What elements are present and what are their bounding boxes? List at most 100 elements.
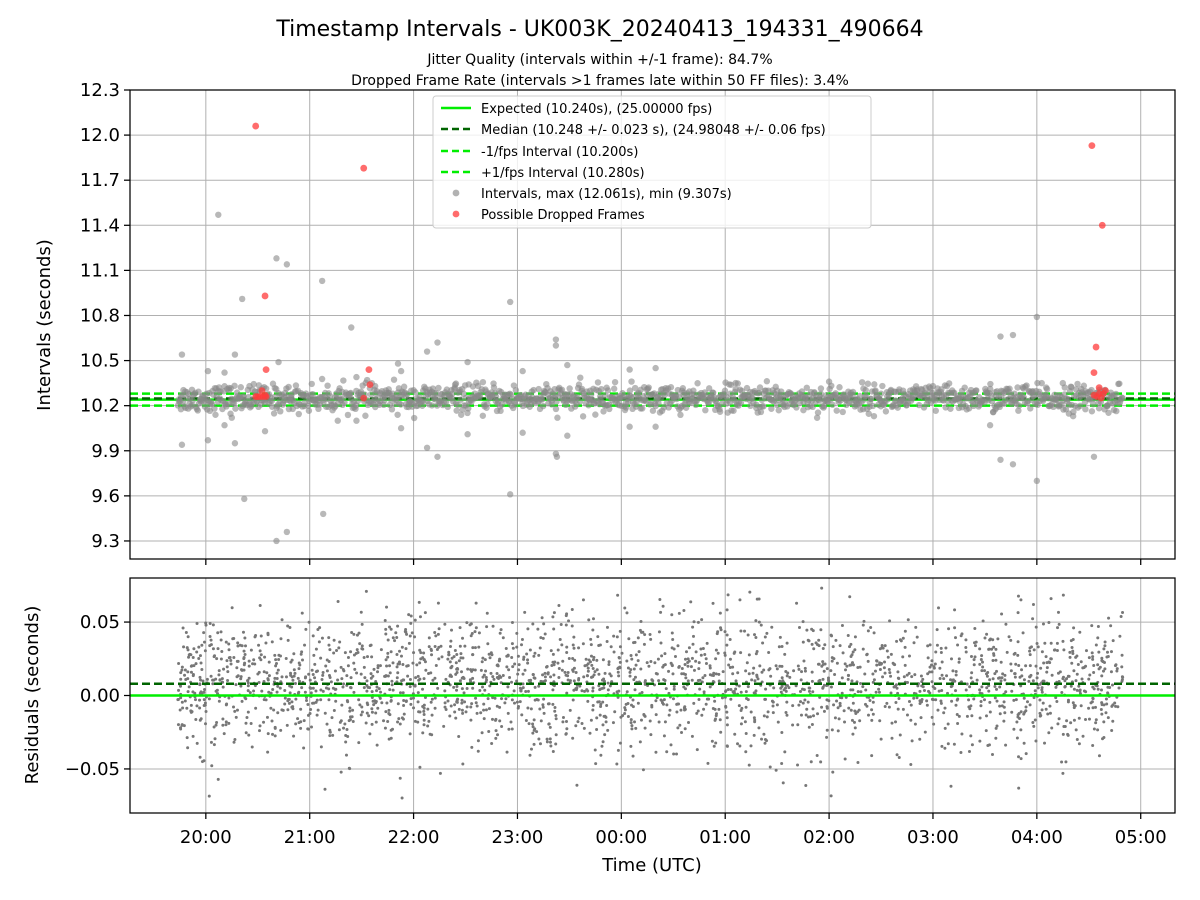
residual-point (583, 689, 587, 693)
residual-point (819, 760, 823, 764)
residual-point (849, 688, 853, 692)
residual-point (1040, 708, 1044, 712)
residual-point (572, 679, 576, 683)
residual-point (271, 687, 275, 691)
residual-point (262, 698, 266, 702)
residual-point (352, 632, 356, 636)
residual-point (1108, 686, 1112, 690)
residual-point (943, 746, 947, 750)
residual-point (647, 664, 651, 668)
residual-point (229, 659, 233, 663)
residual-point (184, 678, 188, 682)
residual-point (599, 705, 603, 709)
residual-point (998, 704, 1002, 708)
residual-point (589, 637, 593, 641)
residual-point (362, 665, 366, 669)
residual-point (676, 644, 680, 648)
residual-point (526, 661, 530, 665)
residual-point (645, 661, 649, 665)
residual-point (537, 653, 541, 657)
residual-point (954, 673, 958, 677)
residual-point (586, 699, 590, 703)
residual-point (388, 664, 392, 668)
residual-point (1106, 716, 1110, 720)
residual-point (634, 653, 638, 657)
residual-point (511, 646, 515, 650)
residual-point (1072, 718, 1076, 722)
residual-point (216, 647, 220, 651)
residual-point (1043, 641, 1047, 645)
interval-point (553, 453, 561, 460)
residual-point (593, 748, 597, 752)
dropped-frame-point (262, 366, 270, 373)
residual-point (498, 631, 502, 635)
residual-point (1017, 755, 1021, 759)
interval-point (730, 407, 737, 414)
residual-point (339, 665, 343, 669)
residual-point (553, 660, 557, 664)
residual-point (484, 708, 488, 712)
residual-point (355, 633, 359, 637)
residual-point (239, 675, 243, 679)
residual-point (774, 664, 778, 668)
residual-point (591, 689, 595, 693)
residual-point (684, 650, 688, 654)
residual-point (689, 665, 693, 669)
residual-point (889, 691, 893, 695)
residual-point (1016, 594, 1020, 598)
residual-point (950, 699, 954, 703)
residual-point (571, 698, 575, 702)
residual-point (418, 661, 422, 665)
residual-point (522, 655, 526, 659)
residual-point (280, 618, 284, 622)
residual-point (1115, 667, 1119, 671)
residual-point (648, 719, 652, 723)
residual-point (1117, 686, 1121, 690)
residual-point (360, 710, 364, 714)
residual-point (1028, 649, 1032, 653)
residual-point (433, 696, 437, 700)
residual-point (560, 668, 564, 672)
residual-point (382, 719, 386, 723)
residual-point (700, 618, 704, 622)
residual-point (437, 627, 441, 631)
residual-point (314, 670, 318, 674)
residual-point (680, 672, 684, 676)
residual-point (1002, 700, 1006, 704)
interval-point (585, 402, 592, 409)
residual-point (532, 728, 536, 732)
residual-point (1102, 735, 1106, 739)
residual-point (314, 647, 318, 651)
interval-point (451, 381, 459, 388)
residual-point (195, 621, 199, 625)
residual-point (297, 721, 301, 725)
interval-point (645, 384, 652, 391)
residual-point (1102, 647, 1106, 651)
residual-point (300, 650, 304, 654)
residual-point (633, 640, 637, 644)
interval-point (434, 453, 441, 460)
interval-point (639, 405, 646, 412)
residual-point (838, 704, 842, 708)
residual-point (686, 660, 690, 664)
residual-point (177, 688, 181, 692)
residual-point (220, 677, 224, 681)
residual-point (1012, 652, 1016, 656)
residual-point (280, 675, 284, 679)
residual-point (739, 690, 743, 694)
residual-point (704, 662, 708, 666)
residual-point (953, 679, 957, 683)
residual-point (539, 636, 543, 640)
residual-point (739, 722, 743, 726)
interval-point (564, 432, 571, 439)
residual-point (1111, 639, 1115, 643)
interval-point (997, 333, 1004, 340)
residual-point (930, 680, 934, 684)
residual-point (609, 645, 613, 649)
residual-point (736, 742, 740, 746)
residual-point (581, 598, 585, 602)
residual-point (1007, 635, 1011, 639)
residual-point (654, 713, 658, 717)
interval-point (631, 384, 639, 392)
residual-point (1005, 650, 1009, 654)
